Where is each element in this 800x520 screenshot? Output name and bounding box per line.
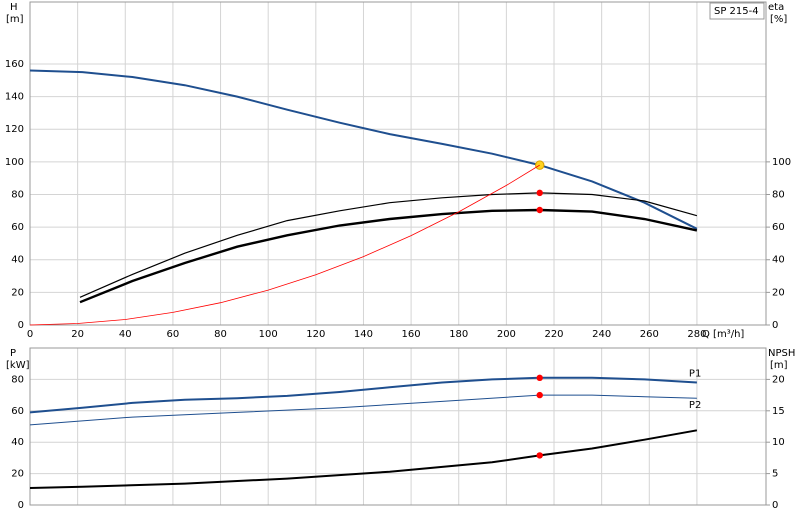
plot-frame bbox=[29, 1, 767, 326]
y2-tick-label: 0 bbox=[772, 500, 778, 511]
x-tick-label: 280 bbox=[687, 329, 706, 340]
x-tick-label: 160 bbox=[402, 329, 421, 340]
y-tick-label: 160 bbox=[5, 59, 24, 70]
y-axis-label: H bbox=[10, 2, 18, 13]
y2-tick-label: 15 bbox=[772, 406, 785, 417]
x-tick-label: 220 bbox=[544, 329, 563, 340]
x-tick-label: 200 bbox=[497, 329, 516, 340]
y-tick-label: 80 bbox=[11, 374, 24, 385]
y-axis-unit: [m] bbox=[6, 14, 24, 25]
y2-tick-label: 0 bbox=[772, 320, 778, 331]
y2-tick-label: 20 bbox=[772, 287, 785, 298]
operating-point bbox=[535, 160, 545, 170]
series-line bbox=[29, 69, 698, 230]
y2-tick-label: 10 bbox=[772, 437, 785, 448]
series-line bbox=[29, 394, 697, 426]
series-line bbox=[79, 208, 698, 304]
y2-axis-unit: [%] bbox=[770, 14, 787, 25]
y2-tick-label: 20 bbox=[772, 374, 785, 385]
x-tick-label: 100 bbox=[259, 329, 278, 340]
operating-point bbox=[536, 189, 543, 197]
x-tick-label: 80 bbox=[214, 329, 227, 340]
operating-point bbox=[536, 452, 543, 459]
operating-point bbox=[536, 391, 543, 399]
y2-tick-label: 5 bbox=[772, 469, 778, 480]
y-tick-label: 20 bbox=[11, 469, 24, 480]
y2-tick-label: 100 bbox=[772, 157, 791, 168]
x-tick-label: 140 bbox=[354, 329, 373, 340]
y2-tick-label: 40 bbox=[772, 255, 785, 266]
series-line bbox=[29, 376, 697, 414]
x-tick-label: 120 bbox=[306, 329, 325, 340]
y-tick-label: 20 bbox=[11, 287, 24, 298]
operating-point bbox=[536, 374, 543, 382]
y2-tick-label: 80 bbox=[772, 189, 785, 200]
annotation: SP 215-4 bbox=[714, 6, 759, 17]
y2-axis-unit: [m] bbox=[770, 360, 788, 371]
x-tick-label: 60 bbox=[167, 329, 180, 340]
y-tick-label: 40 bbox=[11, 255, 24, 266]
y-tick-label: 40 bbox=[11, 437, 24, 448]
x-tick-label: 180 bbox=[449, 329, 468, 340]
y-axis-unit: [kW] bbox=[6, 360, 30, 371]
y-tick-label: 60 bbox=[11, 222, 24, 233]
x-tick-label: 260 bbox=[640, 329, 659, 340]
y-tick-label: 120 bbox=[5, 124, 24, 135]
annotation-box bbox=[709, 2, 765, 20]
series-label: P1 bbox=[689, 369, 701, 380]
x-tick-label: 40 bbox=[119, 329, 132, 340]
y-tick-label: 100 bbox=[5, 157, 24, 168]
series-line bbox=[29, 164, 540, 326]
y-tick-label: 0 bbox=[18, 500, 24, 511]
x-tick-label: 0 bbox=[27, 329, 33, 340]
y2-tick-label: 60 bbox=[772, 222, 785, 233]
y-tick-label: 60 bbox=[11, 406, 24, 417]
series-line bbox=[79, 192, 698, 298]
y-tick-label: 140 bbox=[5, 92, 24, 103]
x-axis-label: Q [m³/h] bbox=[702, 329, 744, 340]
series-label: P2 bbox=[689, 400, 701, 411]
y2-axis-label: eta bbox=[768, 2, 784, 13]
y2-axis-label: NPSH bbox=[768, 348, 795, 359]
y-tick-label: 80 bbox=[11, 189, 24, 200]
y-axis-label: P bbox=[10, 348, 16, 359]
x-tick-label: 240 bbox=[592, 329, 611, 340]
series-line bbox=[29, 429, 698, 489]
operating-point bbox=[536, 206, 543, 214]
x-tick-label: 20 bbox=[71, 329, 84, 340]
y-tick-label: 0 bbox=[18, 320, 24, 331]
plot-frame bbox=[29, 347, 767, 506]
